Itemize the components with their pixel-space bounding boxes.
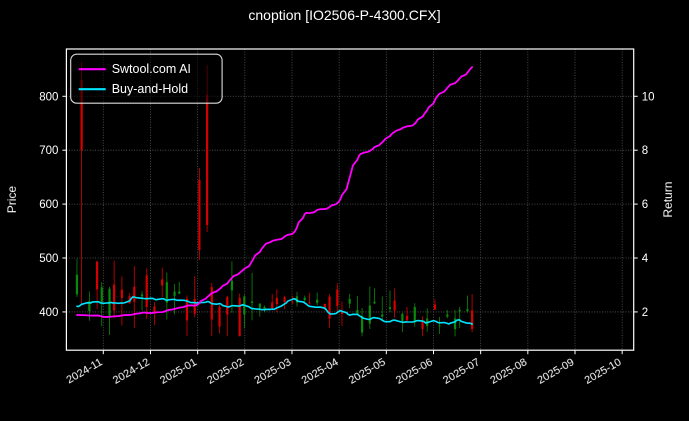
svg-text:700: 700 bbox=[39, 145, 58, 157]
svg-text:8: 8 bbox=[642, 145, 648, 157]
svg-text:2: 2 bbox=[642, 307, 648, 319]
svg-text:Swtool.com AI: Swtool.com AI bbox=[112, 62, 191, 76]
svg-text:400: 400 bbox=[39, 307, 58, 319]
svg-text:10: 10 bbox=[642, 91, 655, 103]
svg-text:4: 4 bbox=[642, 253, 649, 265]
svg-text:Return: Return bbox=[661, 182, 675, 218]
svg-text:500: 500 bbox=[39, 253, 58, 265]
svg-text:800: 800 bbox=[39, 91, 58, 103]
svg-text:6: 6 bbox=[642, 199, 648, 211]
svg-text:Price: Price bbox=[5, 186, 19, 214]
svg-text:Buy-and-Hold: Buy-and-Hold bbox=[112, 82, 188, 96]
svg-text:cnoption [IO2506-P-4300.CFX]: cnoption [IO2506-P-4300.CFX] bbox=[248, 7, 440, 23]
svg-text:600: 600 bbox=[39, 199, 58, 211]
